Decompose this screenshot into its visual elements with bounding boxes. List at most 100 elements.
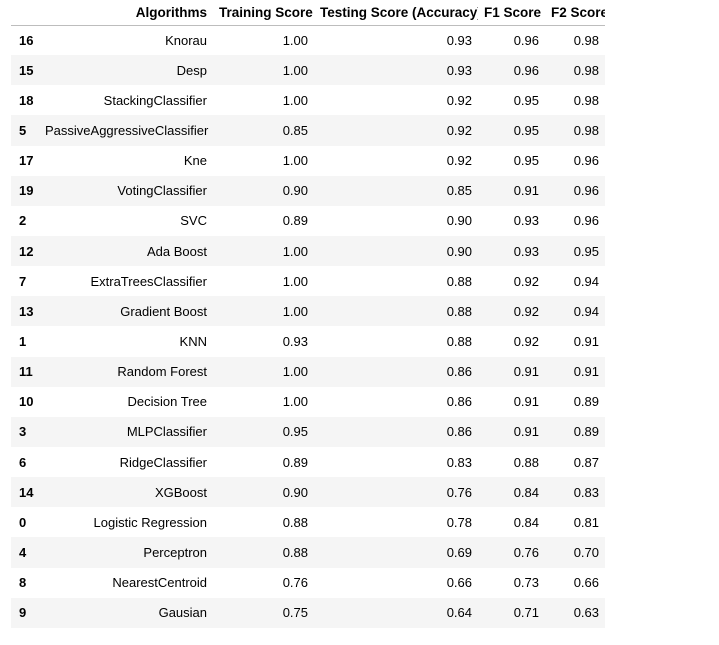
- training-score: 0.90: [282, 183, 308, 199]
- testing-score: 0.92: [446, 92, 472, 108]
- row-index: 16: [19, 32, 34, 48]
- table-row: 9 Gausian 0.75 0.64 0.71 0.63: [11, 597, 605, 628]
- training-score: 0.88: [282, 514, 308, 530]
- f1-score: 0.76: [513, 544, 539, 560]
- f2-score: 0.98: [573, 32, 599, 48]
- f1-score: 0.95: [513, 92, 539, 108]
- testing-score: 0.93: [446, 32, 472, 48]
- table-row: 1 KNN 0.93 0.88 0.92 0.91: [11, 326, 605, 356]
- algorithm-name: Desp: [176, 62, 207, 78]
- algorithm-name: StackingClassifier: [103, 92, 207, 108]
- training-score: 1.00: [282, 394, 308, 410]
- testing-score: 0.92: [446, 122, 472, 138]
- table-row: 0 Logistic Regression 0.88 0.78 0.84 0.81: [11, 507, 605, 537]
- algorithm-name: XGBoost: [154, 484, 207, 500]
- algorithm-name: Random Forest: [117, 364, 207, 380]
- training-score: 0.76: [282, 575, 308, 591]
- testing-score: 0.90: [446, 243, 472, 259]
- algorithm-name: Gradient Boost: [120, 303, 207, 319]
- f1-score: 0.91: [513, 364, 539, 380]
- testing-score: 0.76: [446, 484, 472, 500]
- f1-score: 0.91: [513, 424, 539, 440]
- training-score: 1.00: [282, 153, 308, 169]
- algorithm-name: Logistic Regression: [93, 514, 207, 530]
- training-score: 1.00: [282, 243, 308, 259]
- f2-score: 0.83: [573, 484, 599, 500]
- algorithm-name: KNN: [179, 333, 207, 349]
- f2-score: 0.95: [573, 243, 599, 259]
- f1-score: 0.96: [513, 32, 539, 48]
- f1-score: 0.92: [513, 333, 539, 349]
- testing-score: 0.66: [446, 575, 472, 591]
- f2-score-header: F2 Score: [551, 4, 605, 20]
- algorithm-name: MLPClassifier: [126, 424, 207, 440]
- algorithm-name: Perceptron: [143, 544, 207, 560]
- index-header: [11, 0, 39, 25]
- row-index: 5: [19, 122, 27, 138]
- table-row: 11 Random Forest 1.00 0.86 0.91 0.91: [11, 356, 605, 387]
- f2-score: 0.89: [573, 424, 599, 440]
- training-score: 0.89: [282, 454, 308, 470]
- f1-score: 0.91: [513, 183, 539, 199]
- row-index: 6: [19, 454, 27, 470]
- row-index: 18: [19, 92, 34, 108]
- row-index: 3: [19, 424, 27, 440]
- training-score: 1.00: [282, 303, 308, 319]
- training-score: 1.00: [282, 92, 308, 108]
- f2-score: 0.98: [573, 62, 599, 78]
- testing-score-header: Testing Score (Accuracy): [320, 4, 478, 20]
- training-score: 0.89: [282, 213, 308, 229]
- testing-score: 0.88: [446, 273, 472, 289]
- algorithm-name: ExtraTreesClassifier: [90, 273, 207, 289]
- f1-score: 0.95: [513, 153, 539, 169]
- training-score: 0.93: [282, 333, 308, 349]
- training-score-header: Training Score: [219, 4, 313, 20]
- f2-score: 0.96: [573, 213, 599, 229]
- f2-score: 0.81: [573, 514, 599, 530]
- f2-score: 0.91: [573, 333, 599, 349]
- training-score: 1.00: [282, 32, 308, 48]
- algorithm-name: Knorau: [165, 32, 207, 48]
- table-row: 17 Kne 1.00 0.92 0.95 0.96: [11, 146, 605, 176]
- table-row: 12 Ada Boost 1.00 0.90 0.93 0.95: [11, 235, 605, 267]
- table-row: 3 MLPClassifier 0.95 0.86 0.91 0.89: [11, 416, 605, 447]
- f2-score: 0.66: [573, 575, 599, 591]
- f1-score: 0.92: [513, 303, 539, 319]
- training-score: 0.88: [282, 544, 308, 560]
- f2-score: 0.89: [573, 394, 599, 410]
- table-header: Algorithms Training Score Testing Score …: [11, 0, 605, 25]
- training-score: 1.00: [282, 273, 308, 289]
- algorithm-name: SVC: [180, 213, 207, 229]
- f1-score: 0.93: [513, 213, 539, 229]
- f1-score: 0.71: [513, 605, 539, 621]
- f2-score: 0.98: [573, 122, 599, 138]
- testing-score: 0.86: [446, 364, 472, 380]
- row-index: 19: [19, 183, 34, 199]
- row-index: 13: [19, 303, 34, 319]
- training-score: 0.75: [282, 605, 308, 621]
- algorithm-name: PassiveAggressiveClassifier: [45, 122, 209, 138]
- results-dataframe: Algorithms Training Score Testing Score …: [11, 0, 605, 628]
- f2-score: 0.96: [573, 183, 599, 199]
- row-index: 10: [19, 394, 34, 410]
- table-row: 13 Gradient Boost 1.00 0.88 0.92 0.94: [11, 296, 605, 327]
- table-row: 5 PassiveAggressiveClassifier 0.85 0.92 0.95…: [11, 115, 605, 146]
- row-index: 12: [19, 243, 34, 259]
- row-index: 1: [19, 333, 27, 349]
- table-row: 4 Perceptron 0.88 0.69 0.76 0.70: [11, 537, 605, 568]
- f2-score: 0.94: [573, 303, 599, 319]
- table-row: 19 VotingClassifier 0.90 0.85 0.91 0.96: [11, 175, 605, 206]
- row-index: 4: [19, 544, 27, 560]
- algorithm-name: Gausian: [158, 605, 207, 621]
- row-index: 17: [19, 153, 34, 169]
- algorithms-header: Algorithms: [135, 4, 207, 20]
- row-index: 8: [19, 575, 27, 591]
- f2-score: 0.70: [573, 544, 599, 560]
- testing-score: 0.93: [446, 62, 472, 78]
- f2-score: 0.91: [573, 364, 599, 380]
- testing-score: 0.86: [446, 394, 472, 410]
- table-row: 15 Desp 1.00 0.93 0.96 0.98: [11, 55, 605, 86]
- table-body: 16 Knorau 1.00 0.93 0.96 0.98 15 Desp 1.00 0.93 0.…: [11, 25, 605, 628]
- training-score: 1.00: [282, 364, 308, 380]
- testing-score: 0.88: [446, 333, 472, 349]
